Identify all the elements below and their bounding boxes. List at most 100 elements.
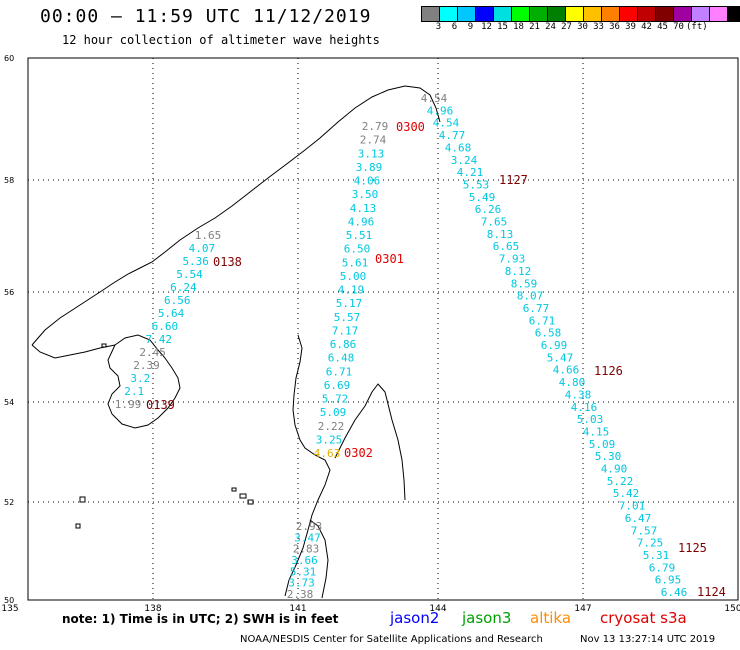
wave-height-value: 4.06 [354, 175, 381, 188]
islands [75, 343, 254, 529]
wave-height-value: 7.17 [332, 324, 359, 337]
latitude-label: 60 [4, 54, 14, 63]
scale-label: 21 [529, 22, 540, 32]
footer-timestamp: Nov 13 13:27:14 UTC 2019 [580, 634, 716, 645]
pass-time-label: 0302 [344, 446, 373, 460]
wave-height-value: 5.57 [334, 311, 361, 324]
wave-height-value: 7.93 [499, 253, 526, 266]
scale-label: 24 [545, 22, 556, 32]
wave-height-value: 8.59 [511, 277, 538, 290]
wave-height-value: 4.77 [439, 129, 466, 142]
wave-height-value: 2.74 [360, 134, 387, 147]
wave-height-value: 4.90 [601, 463, 628, 476]
wave-height-value: 5.31 [643, 549, 670, 562]
wave-height-value: 3.89 [356, 161, 383, 174]
latitude-labels: 60 58 56 54 52 50 [4, 54, 14, 605]
pass-time-label: 0300 [396, 120, 425, 134]
wave-height-value: 6.60 [152, 320, 179, 333]
wave-height-value: 4.96 [348, 215, 375, 228]
pass-time-labels: 0300 1127 0301 0138 1126 0139 0302 1125 1124 [146, 120, 726, 599]
wave-height-value: 3.25 [316, 433, 343, 446]
scale-label: 70 [673, 22, 684, 32]
scale-label: 42 [641, 22, 652, 32]
scale-label: 30 [577, 22, 588, 32]
wave-height-value: 6.69 [324, 379, 351, 392]
scale-label: 3 [435, 22, 442, 32]
wave-height-value: 8.07 [517, 290, 544, 303]
wave-height-value: 7.01 [619, 500, 646, 513]
legend-cryosat: cryosat s3a [600, 609, 687, 627]
wave-height-value: 5.61 [342, 256, 369, 269]
wave-height-value: 6.26 [475, 203, 502, 216]
scale-label: 12 [481, 22, 492, 32]
wave-height-value: 5.36 [182, 255, 209, 268]
longitude-label: 135 [1, 604, 18, 614]
wave-height-value: 7.42 [146, 333, 173, 346]
wave-height-value: 5.72 [322, 393, 349, 406]
pass-time-label: 1125 [678, 541, 707, 555]
wave-height-value: 2.45 [139, 346, 166, 359]
wave-height-values: 4.544.964.544.774.683.244.215.535.496.26… [115, 92, 688, 601]
wave-height-value: 5.42 [613, 487, 640, 500]
wave-height-value: 4.16 [571, 401, 598, 414]
scale-label: 27 [561, 22, 572, 32]
wave-height-value: 5.30 [595, 450, 622, 463]
latitude-label: 54 [4, 398, 14, 407]
wave-height-value: 3.73 [288, 577, 315, 590]
latitude-label: 52 [4, 498, 14, 507]
wave-height-value: 3.66 [291, 554, 318, 567]
wave-height-value: 5.17 [336, 297, 363, 310]
pass-time-label: 0138 [213, 255, 242, 269]
wave-height-value: 6.99 [541, 339, 568, 352]
wave-height-value: 8.12 [505, 265, 532, 278]
wave-height-value: 4.63 [314, 447, 341, 460]
wave-height-value: 7.65 [481, 216, 508, 229]
wave-height-value: 7.57 [631, 524, 658, 537]
wave-height-value: 6.56 [164, 294, 191, 307]
scale-label: 33 [593, 22, 604, 32]
scale-label: 39 [625, 22, 636, 32]
footer-credit: NOAA/NESDIS Center for Satellite Applica… [240, 634, 543, 645]
wave-height-value: 5.22 [607, 475, 634, 488]
pass-time-label: 1126 [594, 364, 623, 378]
longitude-label: 138 [144, 604, 161, 614]
longitude-labels: 135 138 141 144 147 150 [1, 604, 740, 614]
page-subtitle: 12 hour collection of altimeter wave hei… [62, 33, 380, 47]
wave-height-value: 5.03 [577, 413, 604, 426]
longitude-label: 150 [724, 604, 740, 614]
map-frame [27, 57, 739, 601]
wave-height-value: 4.68 [445, 141, 472, 154]
wave-height-value: 4.54 [421, 92, 448, 105]
longitude-label: 141 [289, 604, 306, 614]
wave-height-value: 5.09 [589, 438, 616, 451]
scale-label: 6 [451, 22, 458, 32]
wave-height-value: 4.54 [433, 117, 460, 130]
pass-time-label: 1124 [697, 585, 726, 599]
page-title: 00:00 – 11:59 UTC 11/12/2019 [40, 6, 372, 27]
wave-height-value: 5.51 [346, 229, 373, 242]
wave-height-value: 6.46 [661, 586, 688, 599]
wave-height-value: 4.19 [338, 284, 365, 297]
wave-height-value: 6.71 [529, 314, 556, 327]
scale-label: 9 [467, 22, 474, 32]
wave-height-value: 2.1 [124, 385, 144, 398]
coastline [31, 85, 441, 599]
wave-height-value: 4.66 [553, 364, 580, 377]
wave-height-value: 2.39 [133, 359, 160, 372]
wave-height-value: 6.50 [344, 243, 371, 256]
wave-height-value: 6.24 [170, 281, 197, 294]
wave-height-value: 2.22 [318, 420, 345, 433]
wave-height-value: 5.54 [176, 268, 203, 281]
latitude-label: 58 [4, 176, 14, 185]
wave-height-value: 2.79 [362, 120, 389, 133]
wave-height-value: 5.47 [547, 351, 574, 364]
wave-height-value: 7.25 [637, 537, 664, 550]
wave-height-value: 2.93 [296, 520, 323, 533]
wave-height-value: 3.2 [130, 372, 150, 385]
wave-height-value: 4.21 [457, 166, 484, 179]
wave-height-value: 4.38 [565, 388, 592, 401]
color-scale [421, 6, 740, 22]
wave-height-value: 5.49 [469, 191, 496, 204]
scale-label: 45 [657, 22, 668, 32]
